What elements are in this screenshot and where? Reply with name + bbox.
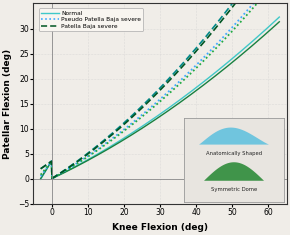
- Legend: Normal, Pseudo Patella Baja severe, Patella Baja severe: Normal, Pseudo Patella Baja severe, Pate…: [39, 8, 143, 31]
- X-axis label: Knee Flexion (deg): Knee Flexion (deg): [112, 223, 208, 231]
- Y-axis label: Patellar Flexion (deg): Patellar Flexion (deg): [3, 49, 12, 159]
